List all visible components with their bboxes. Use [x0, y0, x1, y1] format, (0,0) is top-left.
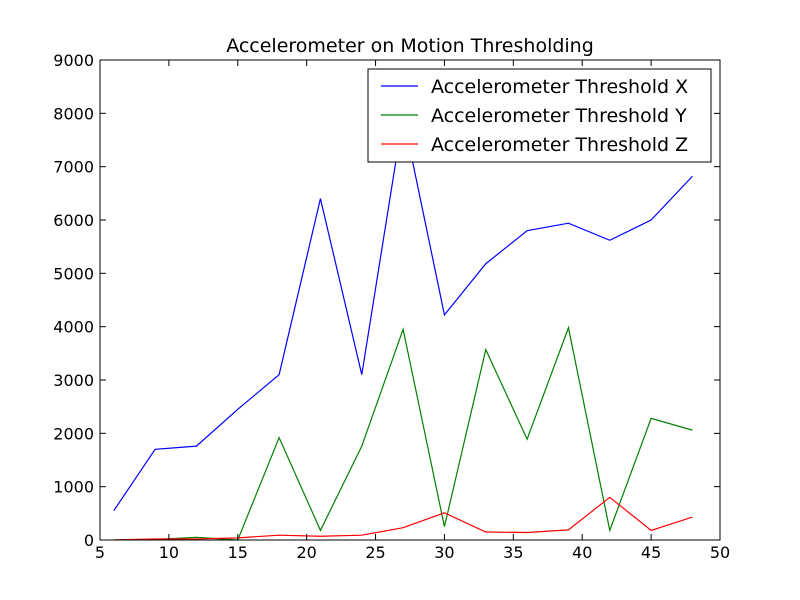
y-tick-label: 2000 [53, 424, 94, 443]
y-tick-label: 0 [84, 531, 94, 550]
plot-frame [99, 59, 721, 541]
x-tick-label: 35 [503, 543, 523, 562]
y-tick-label: 7000 [53, 158, 94, 177]
y-tick-label: 4000 [53, 318, 94, 337]
x-tick-label: 30 [434, 543, 454, 562]
x-tick-label: 5 [95, 543, 105, 562]
y-tick-label: 5000 [53, 264, 94, 283]
legend-label-0: Accelerometer Threshold X [431, 76, 688, 98]
y-tick-label: 1000 [53, 478, 94, 497]
legend-label-1: Accelerometer Threshold Y [431, 105, 687, 127]
x-tick-label: 10 [159, 543, 179, 562]
legend-box [367, 68, 712, 163]
x-tick-label: 45 [641, 543, 661, 562]
y-tick-label: 3000 [53, 371, 94, 390]
x-tick-label: 50 [710, 543, 730, 562]
x-tick-label: 25 [365, 543, 385, 562]
legend: Accelerometer Threshold X Accelerometer T… [367, 68, 712, 163]
y-tick-label: 8000 [53, 104, 94, 123]
tick-layer: 5 10 15 20 25 30 35 40 45 50 0 1000 2000 3000 4000 5000… [53, 51, 730, 562]
legend-label-2: Accelerometer Threshold Z [431, 134, 688, 156]
x-tick-label: 40 [572, 543, 592, 562]
y-tick-label: 6000 [53, 211, 94, 230]
x-tick-label: 20 [296, 543, 316, 562]
y-tick-label: 9000 [53, 51, 94, 70]
chart-title: Accelerometer on Motion Thresholding [226, 35, 594, 57]
x-tick-label: 15 [228, 543, 248, 562]
